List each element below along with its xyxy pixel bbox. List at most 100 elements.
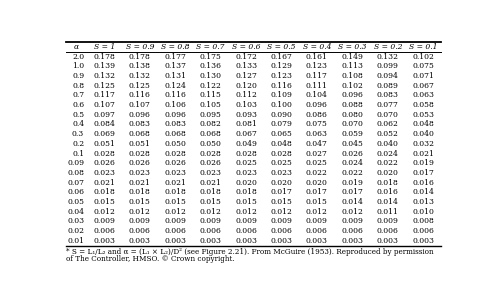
Text: 0.096: 0.096 bbox=[341, 91, 363, 99]
Text: 0.017: 0.017 bbox=[412, 169, 434, 177]
Text: 0.018: 0.018 bbox=[200, 188, 221, 196]
Text: 0.068: 0.068 bbox=[129, 130, 151, 138]
Text: 0.003: 0.003 bbox=[200, 237, 222, 245]
Text: 0.015: 0.015 bbox=[271, 198, 292, 206]
Text: 0.025: 0.025 bbox=[271, 159, 292, 167]
Text: 0.028: 0.028 bbox=[271, 150, 292, 158]
Text: 0.068: 0.068 bbox=[164, 130, 186, 138]
Text: 0.006: 0.006 bbox=[377, 227, 399, 235]
Text: 0.161: 0.161 bbox=[306, 53, 328, 61]
Text: 0.106: 0.106 bbox=[164, 101, 186, 109]
Text: S = 0.8: S = 0.8 bbox=[161, 43, 189, 51]
Text: 0.003: 0.003 bbox=[412, 237, 434, 245]
Text: of The Controller, HMSO. © Crown copyright.: of The Controller, HMSO. © Crown copyrig… bbox=[66, 255, 235, 263]
Text: 0.050: 0.050 bbox=[164, 140, 186, 148]
Text: 0.023: 0.023 bbox=[235, 169, 257, 177]
Text: 0.03: 0.03 bbox=[67, 217, 84, 225]
Text: 0.090: 0.090 bbox=[271, 111, 292, 119]
Text: 0.023: 0.023 bbox=[164, 169, 186, 177]
Text: 0.009: 0.009 bbox=[129, 217, 151, 225]
Text: 0.113: 0.113 bbox=[341, 62, 364, 70]
Text: 0.02: 0.02 bbox=[67, 227, 84, 235]
Text: 0.019: 0.019 bbox=[341, 179, 363, 187]
Text: 0.021: 0.021 bbox=[129, 179, 151, 187]
Text: 0.015: 0.015 bbox=[306, 198, 328, 206]
Text: 0.103: 0.103 bbox=[235, 101, 257, 109]
Text: 0.006: 0.006 bbox=[235, 227, 257, 235]
Text: 0.023: 0.023 bbox=[93, 169, 116, 177]
Text: 0.025: 0.025 bbox=[306, 159, 328, 167]
Text: 0.012: 0.012 bbox=[306, 208, 328, 216]
Text: 0.003: 0.003 bbox=[306, 237, 328, 245]
Text: 0.4: 0.4 bbox=[72, 120, 84, 129]
Text: 0.067: 0.067 bbox=[412, 82, 434, 90]
Text: 0.133: 0.133 bbox=[235, 62, 257, 70]
Text: 0.058: 0.058 bbox=[412, 101, 434, 109]
Text: 0.136: 0.136 bbox=[200, 62, 222, 70]
Text: 0.071: 0.071 bbox=[412, 72, 434, 80]
Text: 0.097: 0.097 bbox=[93, 111, 115, 119]
Text: 0.012: 0.012 bbox=[200, 208, 221, 216]
Text: 0.026: 0.026 bbox=[200, 159, 221, 167]
Text: 0.2: 0.2 bbox=[72, 140, 84, 148]
Text: 0.063: 0.063 bbox=[306, 130, 328, 138]
Text: 0.009: 0.009 bbox=[306, 217, 328, 225]
Text: 0.115: 0.115 bbox=[200, 91, 221, 99]
Text: 0.138: 0.138 bbox=[129, 62, 151, 70]
Text: 0.028: 0.028 bbox=[93, 150, 115, 158]
Text: 0.083: 0.083 bbox=[129, 120, 151, 129]
Text: 0.116: 0.116 bbox=[164, 91, 186, 99]
Text: 0.006: 0.006 bbox=[271, 227, 292, 235]
Text: 0.003: 0.003 bbox=[341, 237, 364, 245]
Text: 0.010: 0.010 bbox=[412, 208, 434, 216]
Text: 0.023: 0.023 bbox=[129, 169, 151, 177]
Text: 0.014: 0.014 bbox=[412, 188, 434, 196]
Text: 0.132: 0.132 bbox=[377, 53, 399, 61]
Text: 0.086: 0.086 bbox=[306, 111, 328, 119]
Text: 0.009: 0.009 bbox=[377, 217, 399, 225]
Text: 0.009: 0.009 bbox=[271, 217, 292, 225]
Text: 0.012: 0.012 bbox=[271, 208, 292, 216]
Text: 0.045: 0.045 bbox=[341, 140, 363, 148]
Text: 0.5: 0.5 bbox=[72, 111, 84, 119]
Text: 0.172: 0.172 bbox=[235, 53, 257, 61]
Text: 0.01: 0.01 bbox=[67, 237, 84, 245]
Text: 0.017: 0.017 bbox=[271, 188, 292, 196]
Text: 0.096: 0.096 bbox=[129, 111, 151, 119]
Text: 0.079: 0.079 bbox=[271, 120, 292, 129]
Text: 0.088: 0.088 bbox=[341, 101, 363, 109]
Text: S = 0.9: S = 0.9 bbox=[125, 43, 154, 51]
Text: 0.132: 0.132 bbox=[129, 72, 151, 80]
Text: 0.018: 0.018 bbox=[93, 188, 115, 196]
Text: 2.0: 2.0 bbox=[72, 53, 84, 61]
Text: 0.100: 0.100 bbox=[271, 101, 292, 109]
Text: 0.021: 0.021 bbox=[164, 179, 186, 187]
Text: 0.080: 0.080 bbox=[341, 111, 363, 119]
Text: 0.068: 0.068 bbox=[200, 130, 221, 138]
Text: 0.084: 0.084 bbox=[93, 120, 115, 129]
Text: 0.131: 0.131 bbox=[164, 72, 186, 80]
Text: 0.8: 0.8 bbox=[72, 82, 84, 90]
Text: 0.003: 0.003 bbox=[271, 237, 293, 245]
Text: 0.018: 0.018 bbox=[164, 188, 186, 196]
Text: 0.027: 0.027 bbox=[306, 150, 328, 158]
Text: S = 0.5: S = 0.5 bbox=[267, 43, 296, 51]
Text: 0.016: 0.016 bbox=[377, 188, 399, 196]
Text: 0.102: 0.102 bbox=[412, 53, 434, 61]
Text: 0.108: 0.108 bbox=[341, 72, 363, 80]
Text: 0.028: 0.028 bbox=[164, 150, 186, 158]
Text: 0.021: 0.021 bbox=[412, 150, 434, 158]
Text: 0.026: 0.026 bbox=[341, 150, 363, 158]
Text: 0.069: 0.069 bbox=[93, 130, 115, 138]
Text: 0.021: 0.021 bbox=[93, 179, 115, 187]
Text: 0.099: 0.099 bbox=[377, 62, 399, 70]
Text: 0.020: 0.020 bbox=[235, 179, 257, 187]
Text: 0.07: 0.07 bbox=[67, 179, 84, 187]
Text: S = 0.7: S = 0.7 bbox=[196, 43, 225, 51]
Text: 0.120: 0.120 bbox=[235, 82, 257, 90]
Text: 0.059: 0.059 bbox=[341, 130, 363, 138]
Text: 0.129: 0.129 bbox=[271, 62, 292, 70]
Text: 0.020: 0.020 bbox=[271, 179, 292, 187]
Text: 0.09: 0.09 bbox=[67, 159, 84, 167]
Text: 0.006: 0.006 bbox=[412, 227, 434, 235]
